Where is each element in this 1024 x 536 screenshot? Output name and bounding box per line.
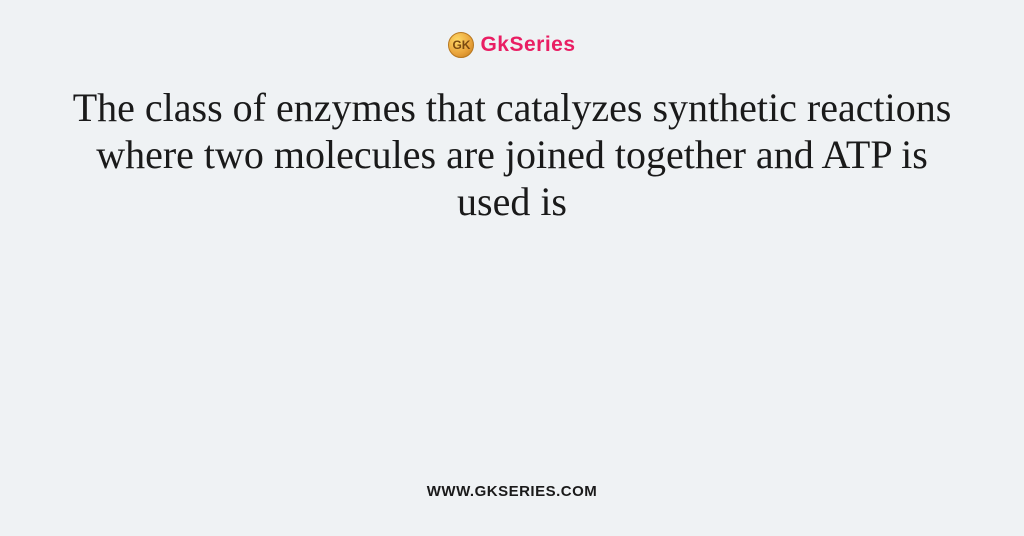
footer-url: WWW.GKSERIES.COM (0, 483, 1024, 500)
logo-badge-text: GK (452, 38, 470, 52)
question-text: The class of enzymes that catalyzes syn­… (0, 58, 1024, 226)
logo-badge-icon: GK (448, 32, 474, 58)
logo-brand-text: GkSeries (480, 33, 575, 57)
logo-brand-second: Series (509, 33, 575, 56)
logo-brand-first: Gk (480, 33, 509, 56)
logo-container: GK GkSeries (0, 0, 1024, 58)
